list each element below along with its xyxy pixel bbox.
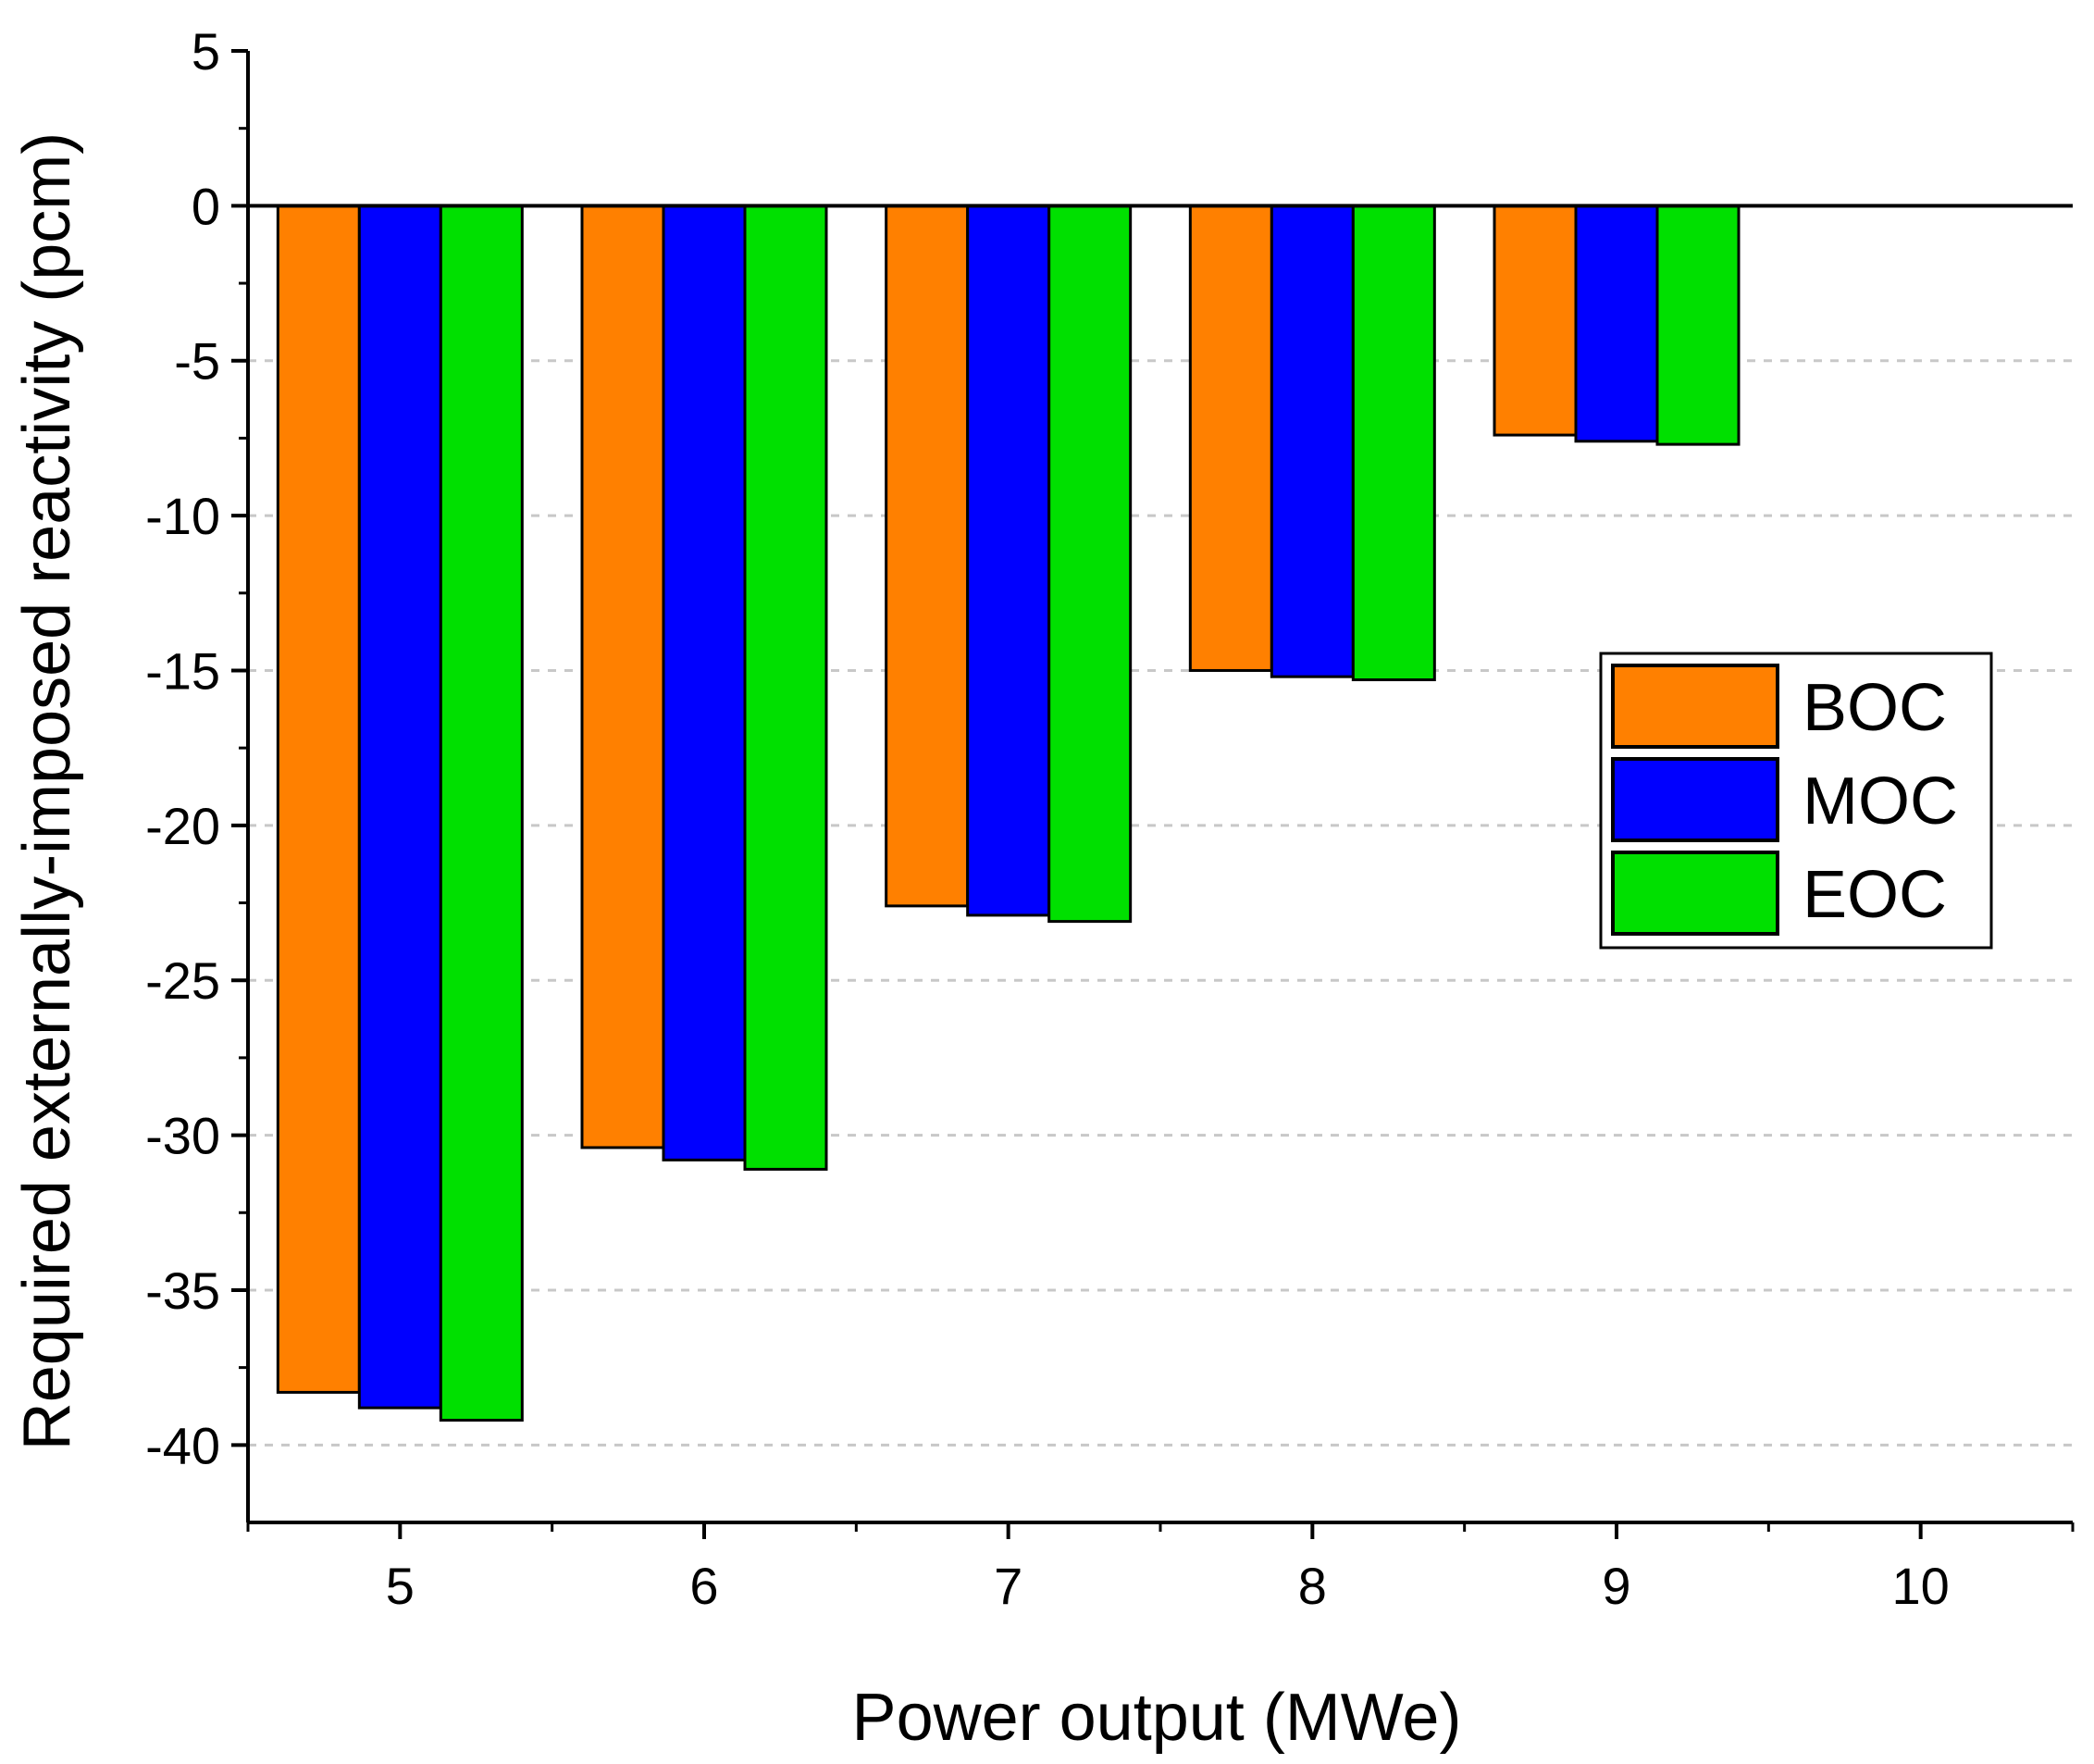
y-tick-label: -35 [145, 1261, 220, 1320]
bar-boc-5 [276, 204, 361, 1394]
y-tick-label: -10 [145, 487, 220, 545]
bar-moc-8 [1270, 204, 1355, 678]
x-tick-label: 5 [386, 1557, 415, 1615]
x-tick-label: 8 [1298, 1557, 1327, 1615]
x-ticks: 5 6 7 8 9 10 [246, 1522, 2075, 1615]
legend: BOC MOC EOC [1599, 652, 1993, 950]
legend-swatch-eoc [1611, 851, 1779, 936]
x-axis-title: Power output (MWe) [852, 1681, 1462, 1755]
bar-eoc-6 [743, 204, 828, 1171]
bar-moc-5 [357, 204, 442, 1410]
y-tick-label: -40 [145, 1416, 220, 1474]
y-tick-label: -30 [145, 1107, 220, 1165]
bar-moc-9 [1574, 204, 1659, 443]
x-tick-label: 9 [1602, 1557, 1630, 1615]
bar-moc-6 [662, 204, 747, 1162]
bar-eoc-7 [1047, 204, 1133, 924]
y-tick-label: 5 [192, 22, 220, 81]
bar-eoc-8 [1351, 204, 1436, 682]
y-tick-label: -15 [145, 641, 220, 700]
x-tick-label: 7 [994, 1557, 1022, 1615]
y-tick-label: 0 [192, 177, 220, 235]
y-tick-label: -5 [174, 332, 220, 391]
bar-boc-7 [885, 204, 970, 908]
legend-label-boc: BOC [1803, 671, 1947, 745]
bar-moc-7 [966, 204, 1051, 917]
y-axis-title: Required externally-imposed reactivity (… [10, 132, 84, 1451]
y-tick-label: -20 [145, 797, 220, 855]
bar-eoc-9 [1655, 204, 1741, 446]
bar-eoc-5 [439, 204, 524, 1422]
y-ticks: 5 0 -5 -10 -15 -20 -25 -30 -35 -40 [145, 22, 248, 1474]
legend-swatch-boc [1611, 664, 1779, 749]
legend-swatch-moc [1611, 757, 1779, 842]
bar-boc-9 [1493, 204, 1578, 437]
bar-boc-6 [580, 204, 665, 1149]
y-tick-label: -25 [145, 951, 220, 1010]
x-tick-label: 6 [689, 1557, 718, 1615]
legend-label-moc: MOC [1803, 764, 1958, 839]
bars [276, 204, 1741, 1422]
legend-label-eoc: EOC [1803, 858, 1947, 932]
x-tick-label: 10 [1892, 1557, 1950, 1615]
bar-boc-8 [1188, 204, 1273, 672]
